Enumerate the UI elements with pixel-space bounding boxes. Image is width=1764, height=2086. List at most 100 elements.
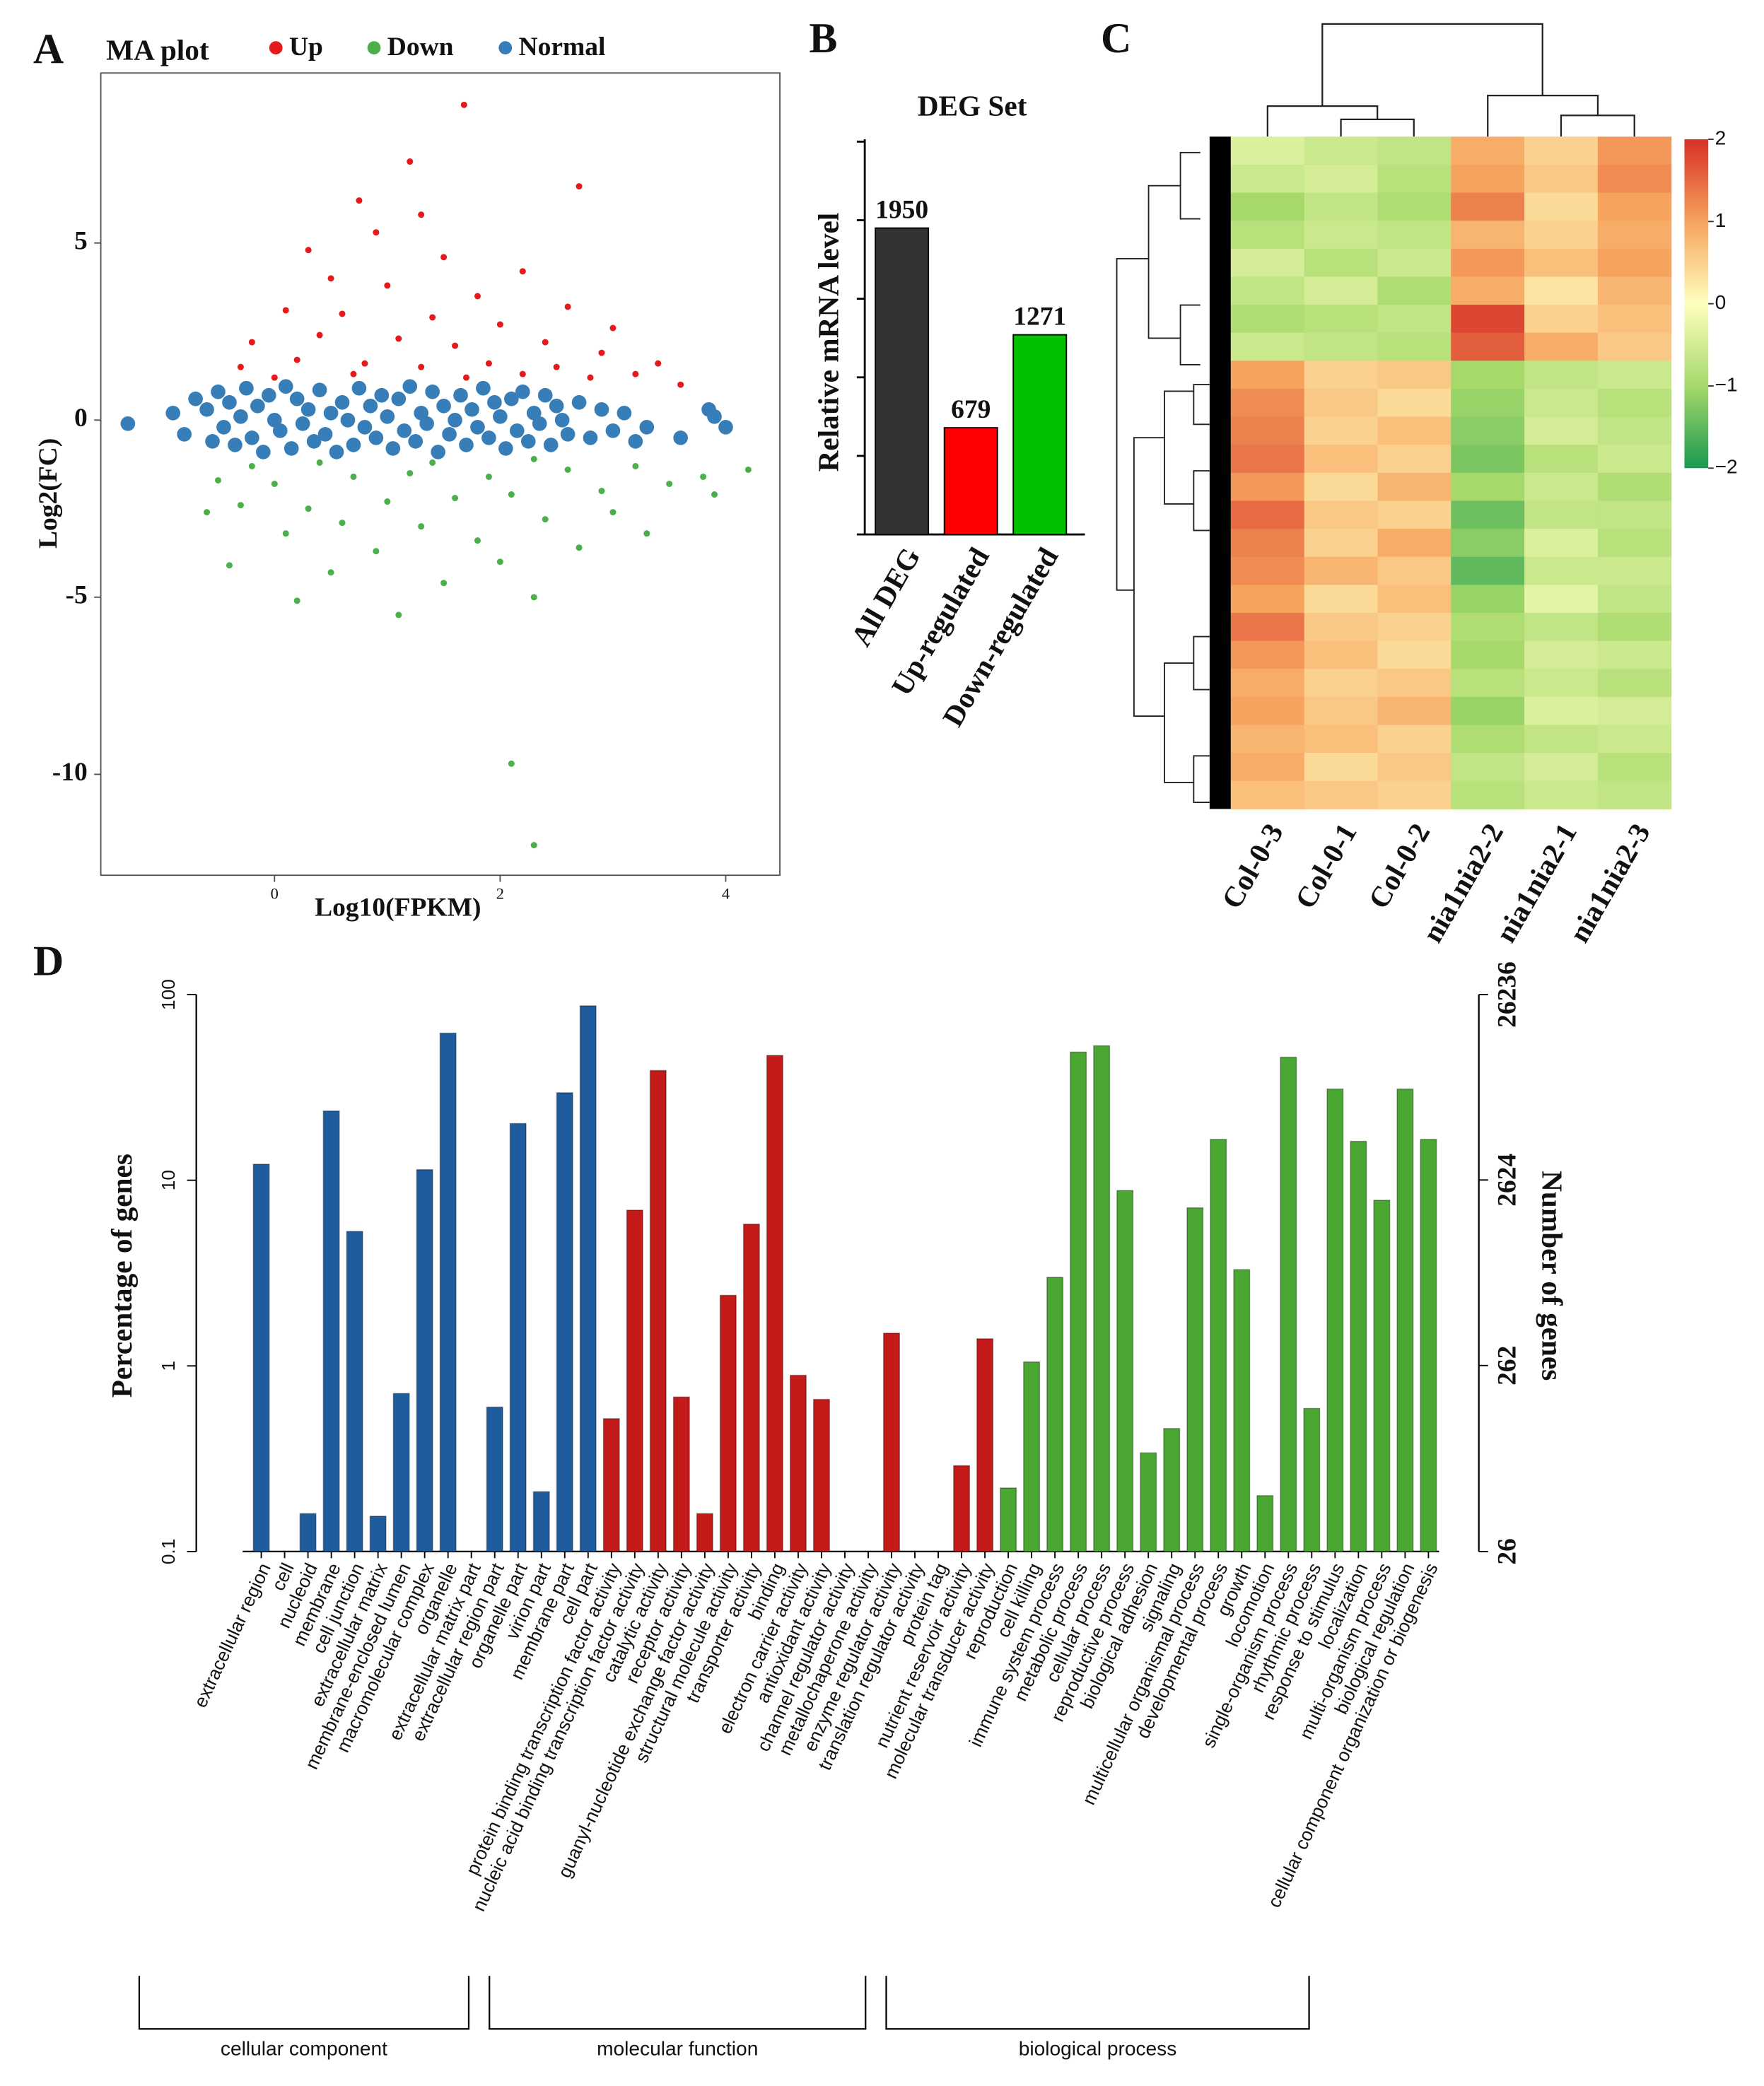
bar bbox=[602, 1418, 620, 1552]
heatmap-cell bbox=[1524, 529, 1599, 558]
heatmap-cell bbox=[1377, 221, 1451, 250]
colorbar-tick-label: 2 bbox=[1715, 127, 1727, 148]
heatmap-cell bbox=[1304, 192, 1379, 221]
point bbox=[543, 438, 559, 452]
bar bbox=[1116, 1190, 1134, 1552]
heatmap-cell bbox=[1524, 416, 1599, 445]
point bbox=[407, 469, 414, 476]
point bbox=[237, 502, 244, 509]
bar bbox=[875, 227, 930, 536]
point bbox=[384, 498, 391, 505]
point bbox=[334, 394, 350, 410]
point bbox=[408, 434, 424, 449]
group-bracket bbox=[138, 1976, 470, 2030]
point bbox=[305, 247, 312, 254]
heatmap-cell bbox=[1230, 276, 1305, 305]
bar bbox=[1373, 1200, 1391, 1552]
heatmap-cell bbox=[1304, 780, 1379, 809]
heatmap-cell bbox=[1230, 305, 1305, 334]
heatmap-cell bbox=[1304, 585, 1379, 614]
heatmap-cell bbox=[1597, 164, 1672, 194]
point bbox=[453, 387, 468, 403]
y-tick-label: -5 bbox=[66, 580, 88, 609]
point bbox=[707, 409, 722, 424]
point bbox=[329, 445, 344, 459]
point bbox=[237, 363, 244, 370]
heatmap-cell bbox=[1304, 164, 1379, 194]
heatmap-cell bbox=[1451, 332, 1525, 361]
point bbox=[271, 374, 278, 381]
bar bbox=[943, 427, 998, 536]
y2-axis-label: Number of genes bbox=[1536, 1171, 1569, 1381]
heatmap-cell bbox=[1230, 445, 1305, 474]
point bbox=[537, 387, 553, 403]
heatmap-cell bbox=[1524, 500, 1599, 529]
colorbar bbox=[1684, 139, 1709, 469]
heatmap-cell bbox=[1230, 585, 1305, 614]
point bbox=[429, 459, 436, 466]
point bbox=[395, 611, 402, 619]
point bbox=[165, 405, 181, 421]
heatmap-cell bbox=[1451, 416, 1525, 445]
heatmap-cell bbox=[1524, 388, 1599, 418]
point bbox=[282, 530, 289, 537]
heatmap-cell bbox=[1451, 361, 1525, 389]
point bbox=[316, 332, 323, 339]
point bbox=[350, 473, 357, 480]
point bbox=[549, 398, 564, 414]
heatmap-cell bbox=[1524, 248, 1599, 278]
heatmap-cell bbox=[1304, 361, 1379, 389]
value-label: 1271 bbox=[1013, 303, 1066, 332]
heatmap-cell bbox=[1451, 388, 1525, 418]
point bbox=[199, 402, 214, 417]
heatmap-cell bbox=[1597, 669, 1672, 698]
heatmap-cell bbox=[1304, 332, 1379, 361]
chart-title: DEG Set bbox=[918, 89, 1027, 122]
bar bbox=[696, 1513, 713, 1552]
point bbox=[560, 427, 576, 442]
heatmap-cell bbox=[1377, 780, 1451, 809]
point bbox=[487, 394, 502, 410]
point bbox=[587, 374, 594, 381]
heatmap-cell bbox=[1377, 361, 1451, 389]
bar bbox=[322, 1110, 340, 1552]
bar bbox=[1186, 1207, 1204, 1552]
legend-label: Normal bbox=[518, 33, 605, 61]
bar bbox=[1420, 1139, 1437, 1552]
heatmap-cell bbox=[1230, 164, 1305, 194]
legend-marker bbox=[498, 41, 513, 54]
point bbox=[327, 275, 334, 282]
bar bbox=[1326, 1088, 1344, 1552]
point bbox=[530, 842, 537, 849]
point bbox=[594, 402, 609, 417]
heatmap-cell bbox=[1524, 780, 1599, 809]
dendrogram-branch bbox=[1321, 23, 1543, 107]
heatmap-cell bbox=[1524, 640, 1599, 669]
point bbox=[519, 268, 526, 275]
y-tick-label: 0.1 bbox=[158, 1539, 179, 1565]
point bbox=[504, 391, 519, 406]
point bbox=[373, 229, 380, 236]
heatmap-cell bbox=[1377, 725, 1451, 754]
heatmap-cell bbox=[1597, 361, 1672, 389]
point bbox=[666, 480, 673, 488]
heatmap-cell bbox=[1304, 388, 1379, 418]
heatmap-cell bbox=[1597, 556, 1672, 585]
point bbox=[384, 282, 391, 289]
colorbar-tick-label: 1 bbox=[1715, 209, 1727, 231]
heatmap-cell bbox=[1304, 276, 1379, 305]
point bbox=[374, 387, 390, 403]
point bbox=[350, 370, 357, 377]
bar bbox=[1233, 1269, 1251, 1552]
heatmap-cell bbox=[1597, 725, 1672, 754]
heatmap-cell bbox=[1451, 248, 1525, 278]
point bbox=[327, 569, 334, 576]
dendrogram-branch bbox=[1147, 184, 1181, 339]
heatmap-cell bbox=[1524, 361, 1599, 389]
point bbox=[216, 420, 231, 435]
heatmap-cell bbox=[1524, 276, 1599, 305]
x-tick-label: 2 bbox=[496, 885, 504, 903]
point bbox=[655, 360, 662, 367]
y-axis-label: Relative mRNA level bbox=[812, 213, 845, 472]
point bbox=[542, 516, 549, 523]
